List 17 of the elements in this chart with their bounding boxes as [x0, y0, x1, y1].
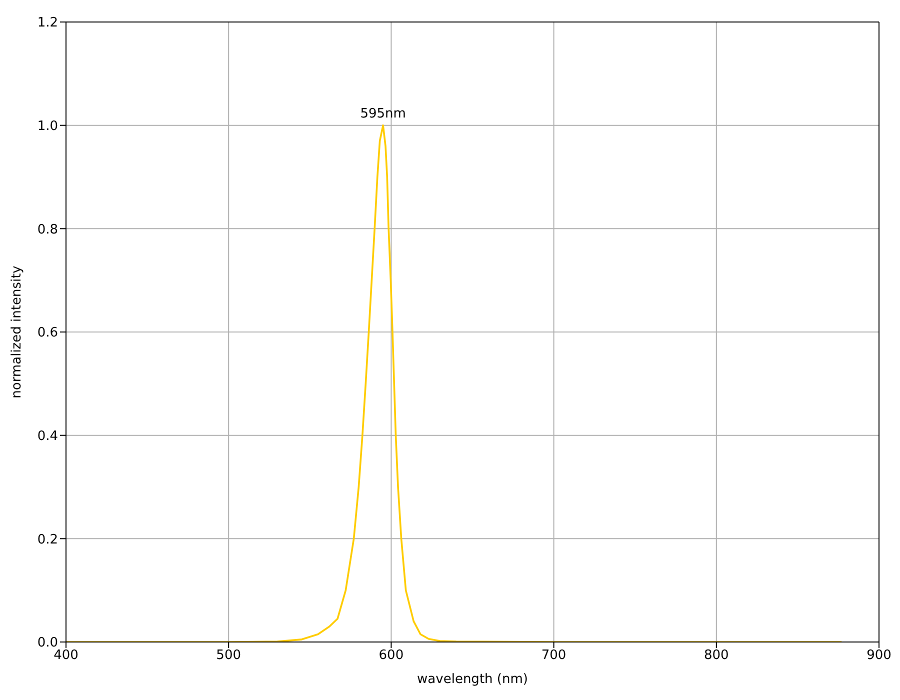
- y-tick-label: 0.2: [37, 532, 58, 548]
- y-tick-label: 0.0: [37, 636, 58, 651]
- y-tick-label: 0.6: [37, 326, 58, 341]
- x-tick-label: 400: [54, 648, 78, 664]
- line-series: [66, 124, 842, 642]
- annotation: 595nm: [360, 106, 406, 122]
- y-tick-label: 1.2: [37, 16, 58, 31]
- x-axis-title: wavelength (nm): [417, 672, 528, 687]
- x-tick-label: 800: [704, 648, 729, 664]
- y-axis-title: normalized intensity: [10, 265, 25, 398]
- x-tick-label: 600: [378, 648, 404, 664]
- x-tick-label: 500: [216, 648, 242, 664]
- y-tick-label: 0.4: [37, 428, 58, 444]
- y-tick-label: 0.8: [37, 222, 58, 238]
- x-tick-label: 900: [866, 648, 892, 664]
- x-tick-label: 700: [541, 648, 566, 664]
- y-tick-label: 1.0: [37, 118, 58, 134]
